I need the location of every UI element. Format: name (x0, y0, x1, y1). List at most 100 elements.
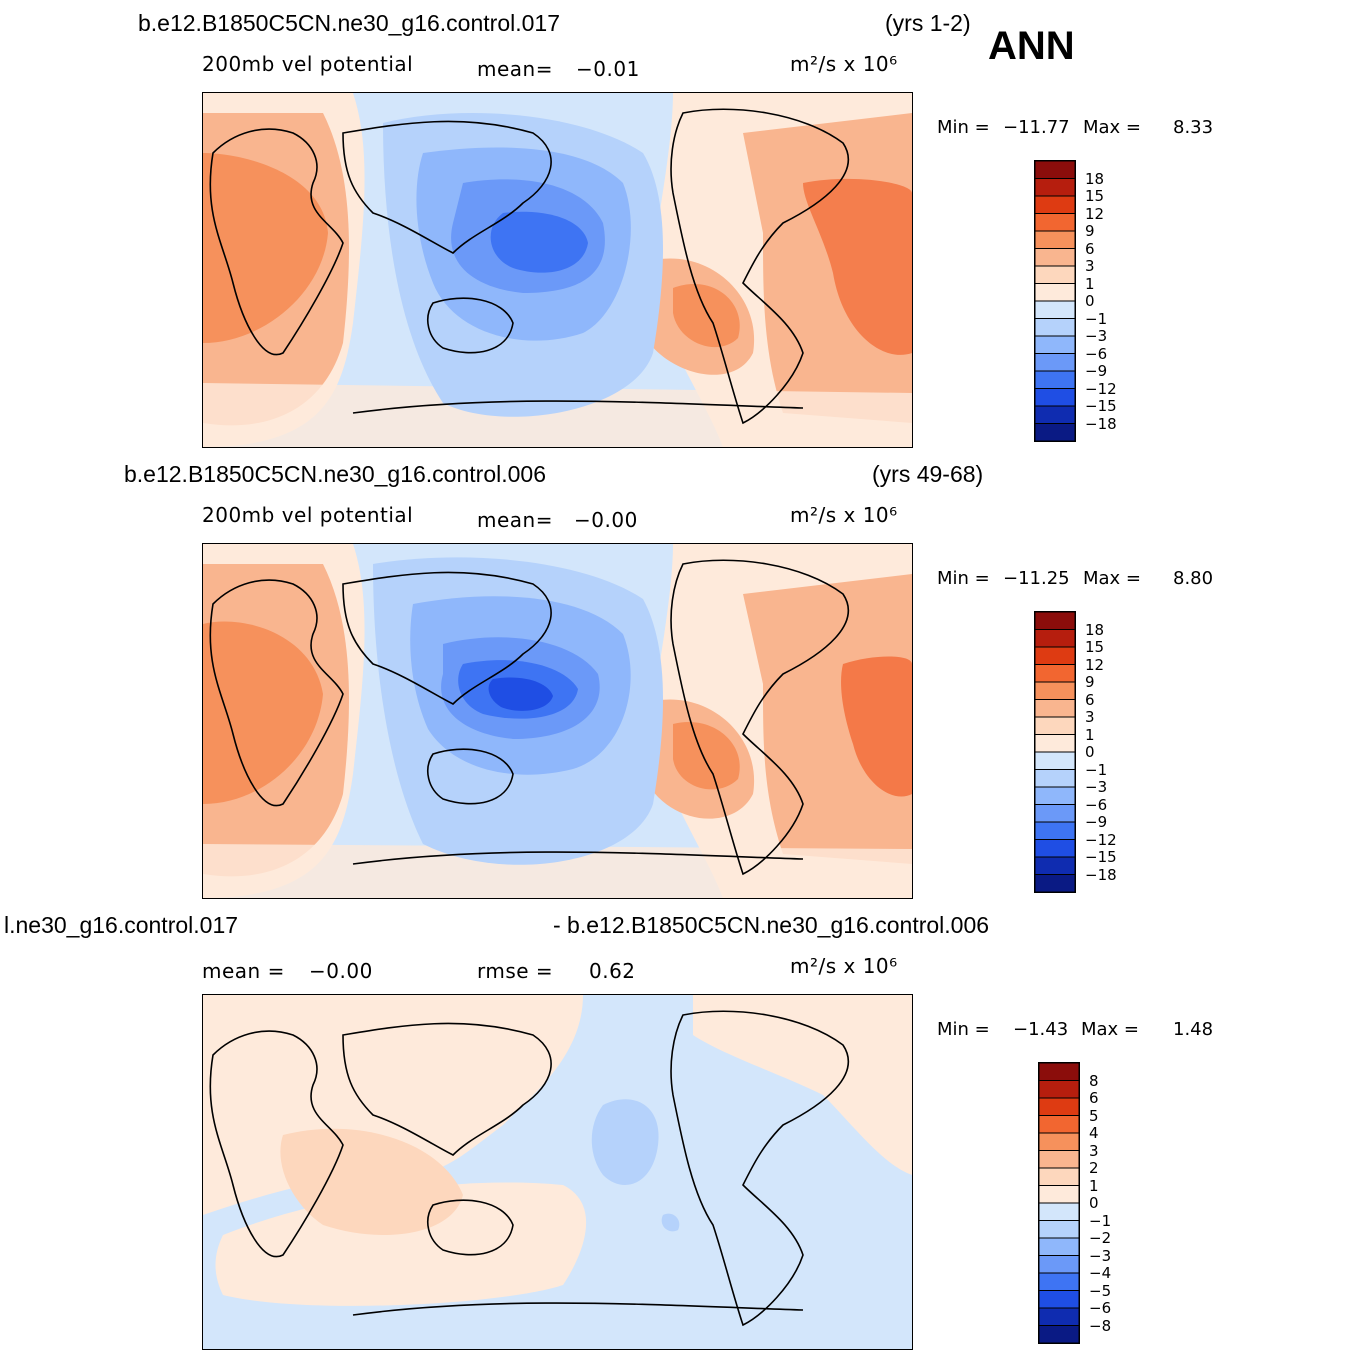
colorbar-swatch (1035, 388, 1075, 407)
colorbar-swatch (1039, 1290, 1079, 1309)
colorbar-svg (1035, 612, 1075, 892)
panel2-max-value: 8.80 (1173, 568, 1214, 589)
colorbar-swatch (1035, 734, 1075, 753)
panel2-mean-label: mean= (477, 508, 553, 532)
panel2-units: m²/s x 10⁶ (790, 503, 898, 527)
colorbar-tick-label: 2 (1089, 1159, 1099, 1177)
panel1-case-title: b.e12.B1850C5CN.ne30_g16.control.017 (138, 10, 560, 36)
colorbar-svg (1035, 161, 1075, 441)
panel3-mean-value: −0.00 (309, 959, 373, 983)
colorbar-swatch (1039, 1325, 1079, 1343)
colorbar-tick-label: 12 (1085, 655, 1105, 674)
colorbar-tick-label: −6 (1089, 1299, 1112, 1317)
colorbar-tick-label: 0 (1085, 292, 1095, 310)
colorbar-swatch (1035, 161, 1075, 179)
colorbar-tick-label: 9 (1085, 673, 1095, 691)
colorbar-swatch (1039, 1272, 1079, 1291)
panel1-years: (yrs 1-2) (885, 10, 971, 36)
colorbar-tick-label: −4 (1089, 1264, 1112, 1282)
colorbar-tick-label: 12 (1085, 204, 1105, 223)
colorbar-swatch (1035, 629, 1075, 648)
panel2-min-value: −11.25 (1003, 568, 1070, 589)
panel2-mean-value: −0.00 (574, 508, 638, 532)
colorbar-tick-label: 3 (1085, 257, 1095, 275)
panel2-variable: 200mb vel potential (202, 503, 414, 527)
panel3-min-label: Min = (937, 1019, 990, 1040)
colorbar-swatch (1035, 370, 1075, 389)
panel2-map (202, 543, 913, 899)
panel1-mean-value: −0.01 (576, 57, 640, 81)
colorbar-tick-label: 5 (1089, 1106, 1099, 1125)
colorbar-tick-label: −1 (1089, 1211, 1112, 1230)
colorbar-tick-label: 6 (1089, 1089, 1099, 1107)
colorbar-swatch (1035, 353, 1075, 372)
colorbar-tick-label: 1 (1085, 725, 1095, 744)
colorbar-swatch (1035, 248, 1075, 267)
colorbar-tick-label: 18 (1085, 620, 1105, 639)
colorbar-tick-label: −12 (1085, 830, 1117, 849)
colorbar-swatch (1035, 786, 1075, 805)
colorbar-swatch (1035, 178, 1075, 197)
colorbar-tick-label: −9 (1085, 362, 1108, 380)
panel3-max-label: Max = (1081, 1019, 1140, 1040)
panel2-min-label: Min = (937, 568, 990, 589)
colorbar-swatch (1035, 405, 1075, 424)
colorbar-swatch (1035, 265, 1075, 284)
panel3-case-right: - b.e12.B1850C5CN.ne30_g16.control.006 (553, 912, 990, 938)
colorbar-tick-label: −1 (1085, 309, 1108, 328)
colorbar-tick-label: 6 (1085, 239, 1095, 258)
panel2-max-label: Max = (1083, 568, 1142, 589)
colorbar-swatch (1039, 1115, 1079, 1134)
panel3-colorbar: 8 6 5 4 3 2 1 0 −1 −2 −3 −4 −5 −6 −8 (1038, 1062, 1111, 1344)
colorbar-tick-label: −12 (1085, 379, 1117, 398)
colorbar-swatch (1035, 874, 1075, 892)
colorbar-tick-label: −3 (1085, 778, 1108, 796)
colorbar-swatch (1039, 1063, 1079, 1081)
colorbar-tick-label: 1 (1085, 274, 1095, 293)
panel1-variable: 200mb vel potential (202, 52, 414, 76)
colorbar-tick-label: 18 (1085, 169, 1105, 188)
colorbar-tick-label: 4 (1089, 1124, 1099, 1142)
colorbar-tick-label: −8 (1089, 1316, 1112, 1335)
colorbar-tick-label: −18 (1085, 865, 1117, 884)
colorbar-swatch (1035, 664, 1075, 683)
colorbar-swatch (1039, 1307, 1079, 1326)
colorbar-tick-label: 15 (1085, 638, 1105, 656)
panel1-colorbar: 18 15 12 9 6 3 1 0 −1 −3 −6 −9 −12 −15 −18 (1034, 160, 1117, 442)
colorbar-swatch (1035, 856, 1075, 875)
colorbar-swatch (1035, 195, 1075, 214)
colorbar-swatch (1035, 821, 1075, 840)
colorbar-swatch (1039, 1237, 1079, 1256)
colorbar-tick-label: 3 (1089, 1141, 1099, 1160)
colorbar-tick-label: 15 (1085, 187, 1105, 205)
colorbar-swatch (1035, 283, 1075, 302)
colorbar-tick-label: −18 (1085, 414, 1117, 433)
colorbar-swatch (1035, 751, 1075, 770)
colorbar-swatch (1039, 1150, 1079, 1169)
panel2-case-title: b.e12.B1850C5CN.ne30_g16.control.006 (124, 461, 546, 487)
panel1-max-label: Max = (1083, 117, 1142, 138)
colorbar-swatch (1035, 681, 1075, 700)
colorbar-swatch (1035, 612, 1075, 630)
colorbar-swatch (1035, 769, 1075, 788)
colorbar-tick-label: −1 (1085, 760, 1108, 779)
colorbar-swatch (1039, 1185, 1079, 1204)
colorbar-swatch (1039, 1132, 1079, 1151)
panel1-mean-label: mean= (477, 57, 553, 81)
panel2-years: (yrs 49-68) (872, 461, 984, 487)
panel3-map (202, 994, 913, 1350)
panel3-rmse-label: rmse = (477, 959, 554, 983)
panel1-min-label: Min = (937, 117, 990, 138)
colorbar-tick-label: 1 (1089, 1176, 1099, 1195)
colorbar-swatch (1035, 300, 1075, 319)
colorbar-swatch (1039, 1080, 1079, 1099)
colorbar-swatch (1035, 318, 1075, 337)
colorbar-swatch (1035, 839, 1075, 858)
colorbar-swatch (1039, 1202, 1079, 1221)
colorbar-swatch (1039, 1097, 1079, 1116)
colorbar-swatch (1035, 230, 1075, 249)
colorbar-swatch (1035, 423, 1075, 441)
panel3-min-value: −1.43 (1013, 1019, 1069, 1040)
colorbar-tick-label: 0 (1085, 743, 1095, 761)
colorbar-tick-label: −3 (1085, 327, 1108, 345)
